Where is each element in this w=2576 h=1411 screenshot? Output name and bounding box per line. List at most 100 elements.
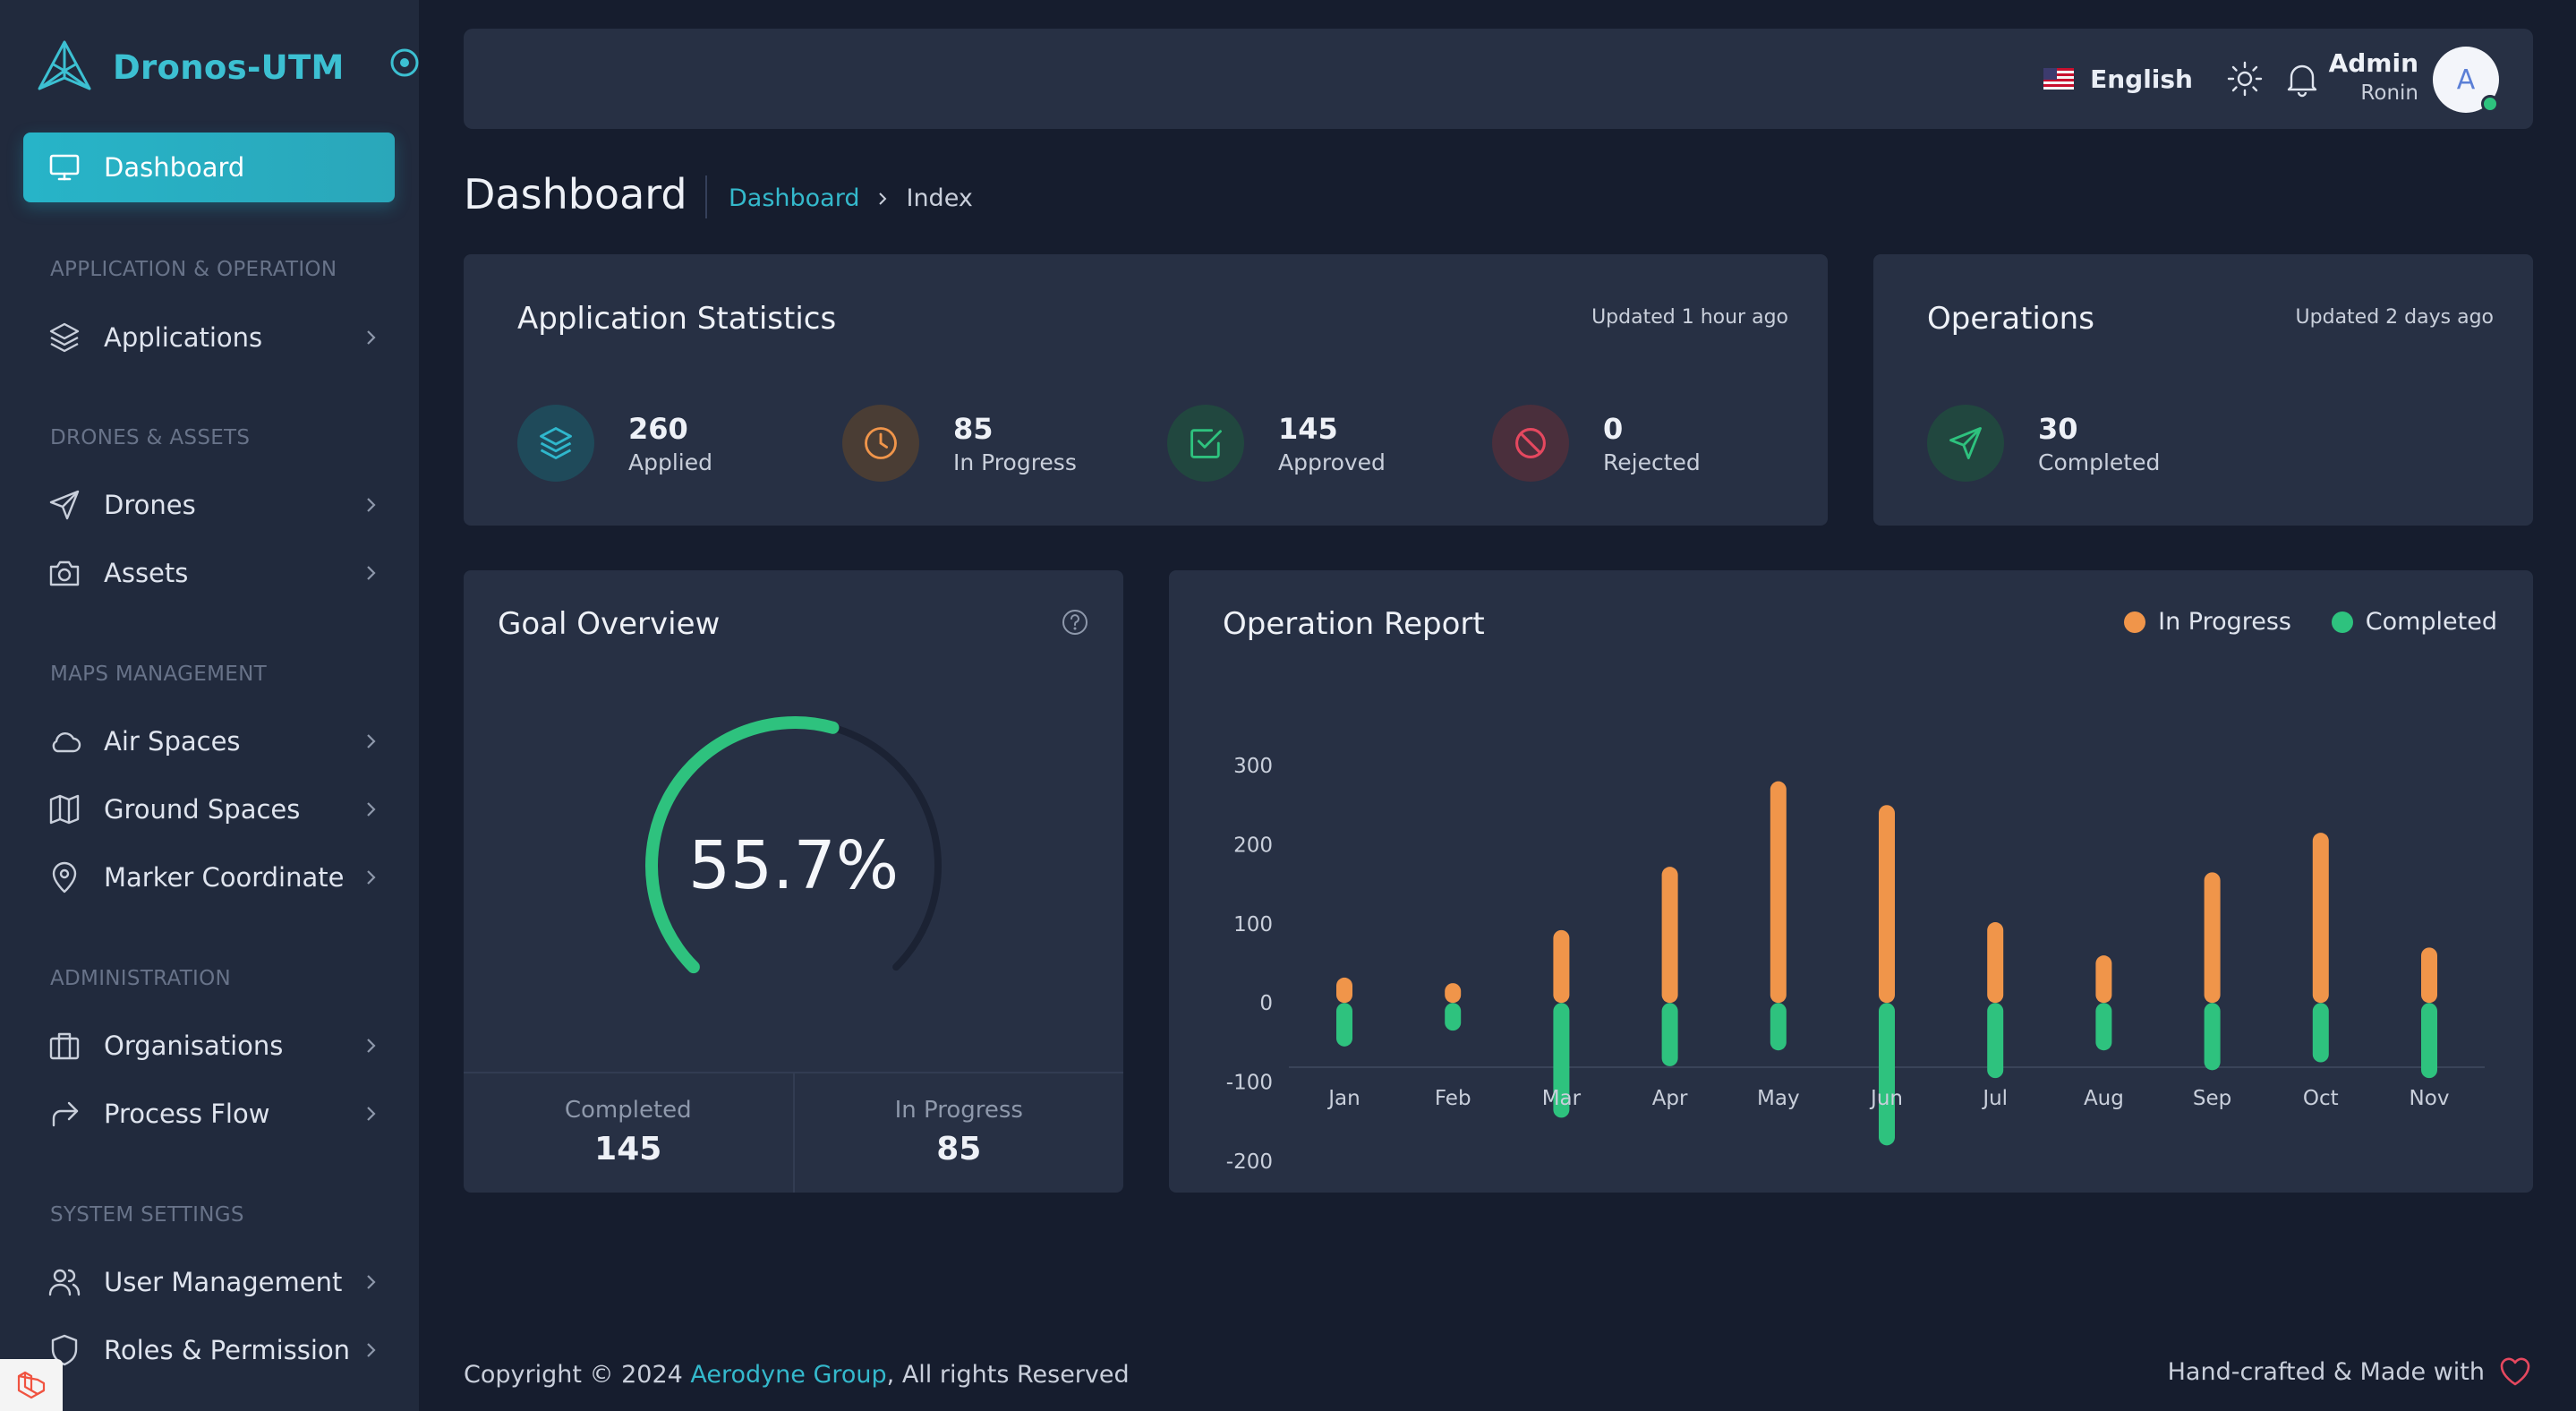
sidebar-item-organisations[interactable]: Organisations <box>23 1018 395 1073</box>
sidebar-item-process-flow[interactable]: Process Flow <box>23 1086 395 1142</box>
bar-in-progress <box>1661 867 1678 1004</box>
brand[interactable]: Dronos-UTM <box>34 34 419 100</box>
layers-icon <box>47 320 82 355</box>
stat-label: Rejected <box>1603 449 1701 475</box>
breadcrumb-link[interactable]: Dashboard <box>729 184 860 212</box>
chevron-right-icon <box>859 190 906 208</box>
card-title: Goal Overview <box>498 606 721 642</box>
sidebar-item-label: Drones <box>104 490 196 520</box>
bar-in-progress <box>1336 977 1352 1004</box>
gauge-fill <box>645 716 840 974</box>
y-tick-label: 200 <box>1233 834 1273 857</box>
layers-icon <box>517 405 594 482</box>
map-icon <box>47 791 82 827</box>
sidebar-item-label: User Management <box>104 1267 343 1297</box>
operation-report-chart: 300 200 100 0 -100 -200 Jan Feb Mar Apr May Jun Jul A… <box>1226 755 2485 1174</box>
heart-icon <box>2485 1354 2533 1390</box>
monitor-icon <box>47 150 82 185</box>
stat-value: 0 <box>1603 411 1624 446</box>
sidebar-item-assets[interactable]: Assets <box>23 545 395 601</box>
legend-completed[interactable]: Completed <box>2331 608 2497 636</box>
goal-completed: Completed 145 <box>464 1073 793 1193</box>
x-tick-label: Feb <box>1435 1087 1471 1110</box>
section-title: MAPS MANAGEMENT <box>50 663 267 686</box>
sidebar-item-roles-permission[interactable]: Roles & Permission <box>23 1322 395 1378</box>
operation-report-card: Operation Report In Progress Completed 3… <box>1169 570 2533 1193</box>
sidebar-item-applications[interactable]: Applications <box>23 310 395 365</box>
clock-icon <box>842 405 919 482</box>
page-title: Dashboard <box>464 170 687 218</box>
updated-time: Updated 2 days ago <box>2295 306 2494 329</box>
stat-label: In Progress <box>953 449 1077 475</box>
legend-dot <box>2124 611 2146 633</box>
stat-value: 30 <box>2038 411 2078 446</box>
bell-icon[interactable] <box>2282 59 2322 98</box>
y-tick-label: 0 <box>1259 992 1273 1015</box>
card-title: Operations <box>1927 301 2094 337</box>
section-title: DRONES & ASSETS <box>50 426 251 449</box>
user-role: Ronin <box>2360 81 2418 105</box>
goal-value: 145 <box>594 1131 662 1167</box>
goal-footer: Completed 145 In Progress 85 <box>464 1072 1123 1193</box>
sidebar-item-ground-spaces[interactable]: Ground Spaces <box>23 782 395 837</box>
help-circle-icon[interactable] <box>1061 608 1089 637</box>
section-title: APPLICATION & OPERATION <box>50 258 337 281</box>
stat-label: Applied <box>628 449 712 475</box>
y-tick-label: 300 <box>1233 755 1273 778</box>
goal-gauge <box>645 716 942 974</box>
laravel-debug-icon[interactable] <box>0 1359 63 1411</box>
send-icon <box>1927 405 2004 482</box>
bar-completed <box>2421 1003 2437 1079</box>
sun-icon[interactable] <box>2225 59 2265 98</box>
bar-in-progress <box>1770 781 1787 1004</box>
sidebar-item-label: Roles & Permission <box>104 1335 351 1365</box>
sidebar-item-label: Ground Spaces <box>104 794 301 825</box>
footer-link[interactable]: Aerodyne Group <box>690 1361 887 1389</box>
sidebar-toggle-icon[interactable] <box>387 45 419 81</box>
bar-in-progress <box>2421 947 2437 1004</box>
sidebar-item-user-management[interactable]: User Management <box>23 1254 395 1310</box>
bar-completed <box>1987 1003 2004 1079</box>
sidebar-item-label: Applications <box>104 322 263 353</box>
bar-completed <box>1770 1003 1787 1051</box>
bar-in-progress <box>1553 929 1570 1004</box>
goal-percent: 55.7% <box>687 827 900 904</box>
sidebar-item-air-spaces[interactable]: Air Spaces <box>23 714 395 769</box>
legend-in-progress[interactable]: In Progress <box>2124 608 2291 636</box>
application-statistics-card: Application Statistics Updated 1 hour ag… <box>464 254 1828 526</box>
sidebar-item-marker-coordinate[interactable]: Marker Coordinate <box>23 850 395 905</box>
footer-credit: Hand-crafted & Made with <box>2168 1354 2533 1390</box>
footer-copyright: Copyright © 2024 Aerodyne Group, All rig… <box>464 1361 1130 1389</box>
sidebar-item-drones[interactable]: Drones <box>23 477 395 533</box>
sidebar-item-label: Process Flow <box>104 1099 270 1129</box>
user-info[interactable]: Admin Ronin <box>2329 48 2418 105</box>
goal-value: 85 <box>936 1131 982 1167</box>
bar-completed <box>2312 1003 2329 1063</box>
sidebar-item-label: Assets <box>104 558 189 588</box>
legend-dot <box>2331 611 2353 633</box>
bar-in-progress <box>2312 833 2329 1004</box>
x-tick-label: May <box>1757 1087 1800 1110</box>
language-selector[interactable]: English <box>2043 61 2193 97</box>
x-tick-label: Jul <box>1981 1087 2008 1110</box>
check-square-icon <box>1167 405 1244 482</box>
operations-card: Operations Updated 2 days ago 30 Complet… <box>1873 254 2533 526</box>
sidebar-item-dashboard[interactable]: Dashboard <box>23 133 395 202</box>
bar-completed <box>2095 1003 2112 1051</box>
legend-label: In Progress <box>2158 608 2291 636</box>
map-pin-icon <box>47 859 82 895</box>
y-tick-label: 100 <box>1233 913 1273 936</box>
breadcrumb: Dashboard Index <box>729 184 973 212</box>
ban-icon <box>1492 405 1569 482</box>
x-tick-label: Apr <box>1652 1087 1688 1110</box>
brand-name: Dronos-UTM <box>113 47 345 87</box>
bar-completed <box>2204 1003 2221 1071</box>
stat-value: 145 <box>1278 411 1338 446</box>
footer-suffix: , All rights Reserved <box>886 1361 1130 1389</box>
x-tick-label: Jun <box>1869 1087 1903 1110</box>
x-tick-label: Nov <box>2410 1087 2450 1110</box>
x-tick-label: Jan <box>1326 1087 1360 1110</box>
sidebar-item-label: Marker Coordinate <box>104 862 345 893</box>
shield-icon <box>47 1332 82 1368</box>
bar-completed <box>1336 1003 1352 1047</box>
